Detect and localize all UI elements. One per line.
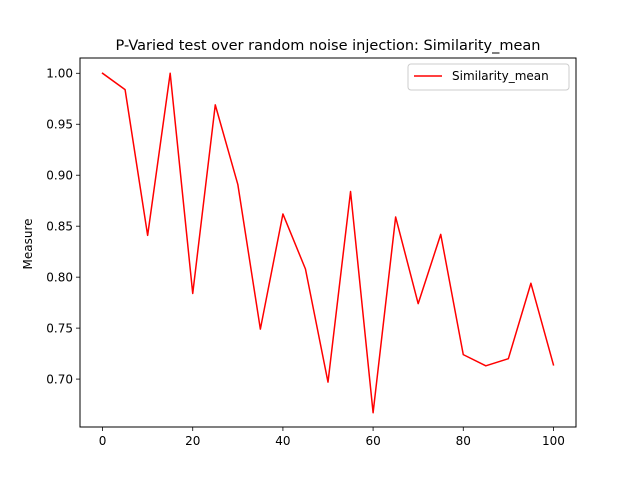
x-tick-label: 0 xyxy=(99,434,107,448)
x-tick-label: 80 xyxy=(456,434,471,448)
chart-title: P-Varied test over random noise injectio… xyxy=(116,38,541,54)
plot-area-frame xyxy=(79,57,577,428)
y-tick-label: 0.75 xyxy=(46,321,73,335)
legend-box xyxy=(407,63,570,91)
y-axis-label: Measure xyxy=(21,219,35,270)
x-tick-label: 20 xyxy=(185,434,200,448)
y-axis-ticks: 0.70 0.75 0.80 0.85 0.90 0.95 1.00 xyxy=(46,67,80,386)
y-tick-label: 0.70 xyxy=(46,372,73,386)
y-tick-label: 0.90 xyxy=(46,169,73,183)
x-tick-label: 60 xyxy=(365,434,380,448)
series-line-similarity-mean xyxy=(101,72,555,414)
plot-series xyxy=(101,72,555,414)
legend: Similarity_mean xyxy=(407,63,570,91)
x-tick-label: 100 xyxy=(542,434,565,448)
y-tick-label: 1.00 xyxy=(46,67,73,81)
y-tick-label: 0.80 xyxy=(46,270,73,284)
x-tick-label: 40 xyxy=(275,434,290,448)
legend-label-similarity-mean: Similarity_mean xyxy=(452,69,549,83)
y-tick-label: 0.85 xyxy=(46,219,73,233)
y-tick-label: 0.95 xyxy=(46,118,73,132)
x-axis-ticks: 0 20 40 60 80 100 xyxy=(99,427,565,448)
